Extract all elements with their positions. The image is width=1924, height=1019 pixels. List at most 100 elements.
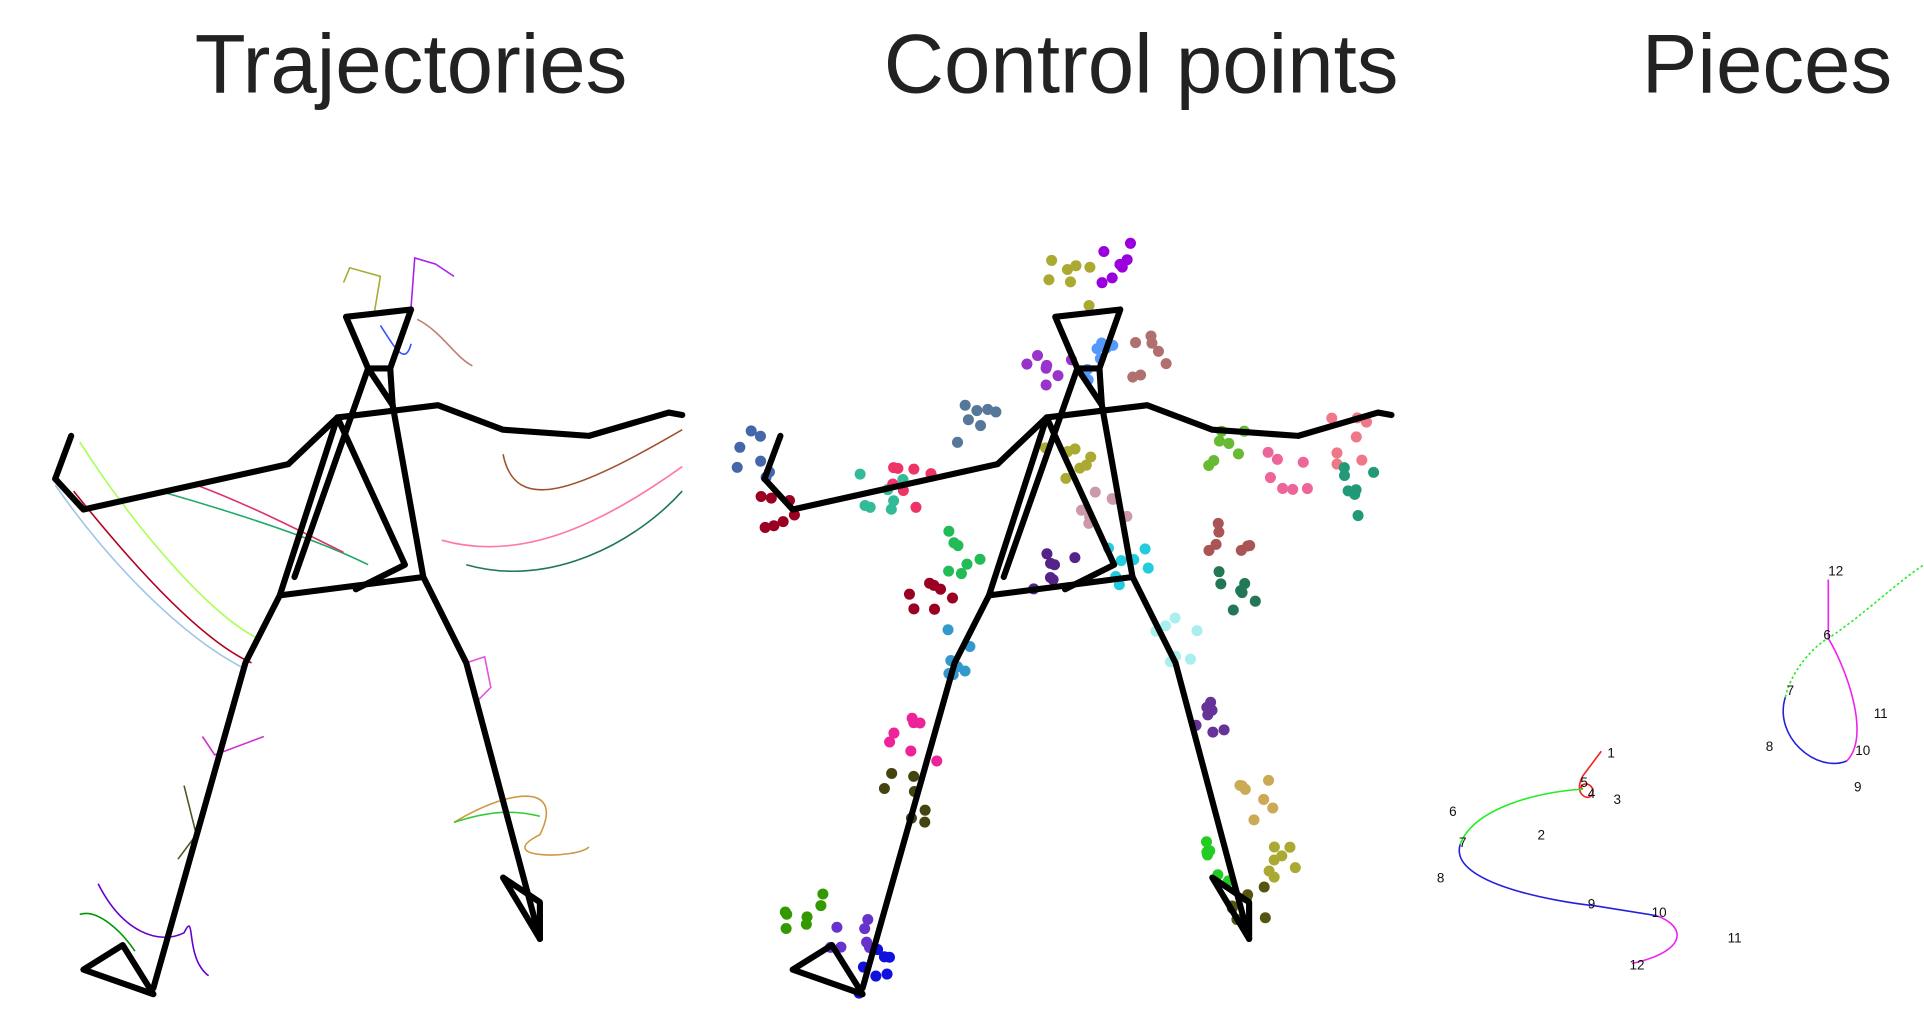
control-point xyxy=(1267,803,1278,814)
control-point xyxy=(956,568,967,579)
control-point xyxy=(935,584,946,595)
control-point xyxy=(1070,260,1081,271)
piece-label: 11 xyxy=(1874,706,1888,721)
control-point xyxy=(1090,487,1101,498)
control-point xyxy=(1170,613,1181,624)
control-point xyxy=(1298,457,1309,468)
control-point xyxy=(1161,358,1172,369)
control-point xyxy=(1343,485,1354,496)
control-point xyxy=(1356,455,1367,466)
piece-label: 7 xyxy=(1787,683,1795,698)
control-point xyxy=(1153,346,1164,357)
control-point xyxy=(1043,274,1054,285)
control-point xyxy=(919,817,930,828)
trajectories-panel xyxy=(55,258,682,994)
control-point xyxy=(1284,842,1295,853)
control-point xyxy=(929,604,940,615)
control-point xyxy=(1092,343,1103,354)
control-point xyxy=(781,909,792,920)
control-point xyxy=(861,937,872,948)
control-point xyxy=(1098,246,1109,257)
control-point xyxy=(781,923,792,934)
control-point xyxy=(755,456,766,467)
control-point xyxy=(1207,727,1218,738)
panel-title: Control points xyxy=(884,16,1399,110)
piece-label: 8 xyxy=(1766,739,1774,754)
control-point xyxy=(1143,563,1154,574)
control-point xyxy=(746,425,757,436)
control-point xyxy=(910,502,921,513)
control-point xyxy=(960,400,971,411)
control-point xyxy=(1045,558,1056,569)
control-point xyxy=(943,566,954,577)
control-point xyxy=(1125,238,1136,249)
control-point xyxy=(1248,814,1259,825)
control-point xyxy=(1272,454,1283,465)
piece-label: 4 xyxy=(1588,786,1596,801)
control-point xyxy=(1069,552,1080,563)
piece-label: 7 xyxy=(1459,835,1467,850)
control-point xyxy=(760,522,771,533)
control-point xyxy=(1130,337,1141,348)
control-point xyxy=(1081,460,1092,471)
control-point xyxy=(870,971,881,982)
control-point xyxy=(908,771,919,782)
control-point xyxy=(1185,654,1196,665)
piece-label: 5 xyxy=(1580,775,1588,790)
control-point xyxy=(1215,578,1226,589)
control-point xyxy=(974,554,985,565)
control-point xyxy=(1263,775,1274,786)
piece-label: 6 xyxy=(1449,804,1457,819)
control-point xyxy=(914,717,925,728)
control-point xyxy=(1046,255,1057,266)
control-point xyxy=(755,431,766,442)
control-point xyxy=(888,462,899,473)
control-point xyxy=(963,414,974,425)
control-point xyxy=(815,900,826,911)
control-point xyxy=(1048,574,1059,585)
control-point xyxy=(1097,277,1108,288)
control-point xyxy=(904,589,915,600)
control-point xyxy=(1202,849,1213,860)
control-point xyxy=(1145,330,1156,341)
control-point xyxy=(975,420,986,431)
control-point xyxy=(734,442,745,453)
control-point xyxy=(1191,625,1202,636)
pieces-panel: 1234567891011126789101112 xyxy=(1437,564,1924,973)
control-point xyxy=(1353,510,1364,521)
control-point xyxy=(1339,462,1350,473)
control-point xyxy=(908,464,919,475)
piece-label: 10 xyxy=(1855,743,1870,758)
figure: Trajectories Control points Pieces xyxy=(0,0,1924,1019)
control-point xyxy=(1065,276,1076,287)
control-point xyxy=(1208,455,1219,466)
control-point xyxy=(1259,881,1270,892)
control-point xyxy=(1107,272,1118,283)
control-point xyxy=(882,969,893,980)
control-point xyxy=(931,755,942,766)
control-points-panel xyxy=(732,238,1392,999)
piece-label: 12 xyxy=(1828,564,1843,579)
control-point xyxy=(859,923,870,934)
piece-label: 9 xyxy=(1588,896,1596,911)
control-point xyxy=(1263,447,1274,458)
panel-title: Trajectories xyxy=(195,16,628,110)
control-point xyxy=(1021,359,1032,370)
control-point xyxy=(1084,300,1095,311)
control-point xyxy=(1265,472,1276,483)
control-point xyxy=(1214,436,1225,447)
control-point xyxy=(1237,780,1248,791)
panel-title: Pieces xyxy=(1642,16,1892,110)
control-point xyxy=(1032,350,1043,361)
control-point xyxy=(1203,545,1214,556)
control-point xyxy=(1219,724,1230,735)
control-point xyxy=(1277,483,1288,494)
control-point xyxy=(1116,555,1127,566)
control-point xyxy=(756,491,767,502)
control-point xyxy=(1331,447,1342,458)
control-point xyxy=(1302,483,1313,494)
control-point xyxy=(831,922,842,933)
control-point xyxy=(1223,438,1234,449)
control-point xyxy=(865,502,876,513)
control-point xyxy=(908,603,919,614)
